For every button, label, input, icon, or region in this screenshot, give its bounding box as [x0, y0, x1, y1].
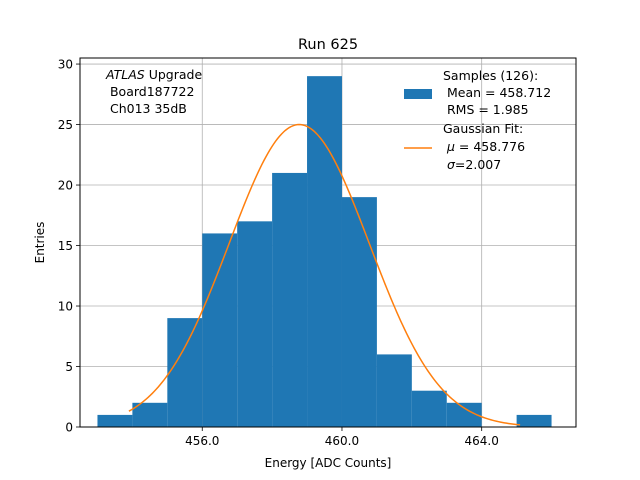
atlas-upgrade: Upgrade [145, 67, 203, 82]
y-tick-label-2: 10 [58, 300, 73, 314]
legend: Samples (126): Mean = 458.712 RMS = 1.98… [404, 68, 551, 172]
histogram-bars [97, 76, 552, 428]
legend-samples-title: Samples (126): [443, 68, 538, 83]
histogram-bar-7 [341, 197, 377, 427]
gaussian-fit-curve [128, 123, 521, 426]
legend-fit-sigma: σ=2.007 [443, 157, 501, 172]
histogram-bar-4 [237, 221, 273, 427]
chart-title: Run 625 [298, 37, 358, 53]
y-tick-label-4: 20 [58, 179, 73, 193]
y-tick-label-3: 15 [58, 239, 73, 253]
legend-samples-mean: Mean = 458.712 [443, 85, 551, 100]
histogram-bar-0 [97, 414, 133, 427]
histogram-bar-12 [516, 414, 552, 427]
plot-frame [79, 57, 577, 428]
histogram-bar-1 [132, 402, 168, 427]
x-tick-label-2: 464.0 [465, 434, 499, 448]
legend-samples-swatch [404, 89, 432, 99]
histogram-bar-8 [376, 354, 412, 427]
board-label: Board187722 [106, 84, 194, 99]
x-tick-label-0: 456.0 [185, 434, 219, 448]
axis-ticks: 456.0 460.0 464.0 0 5 10 15 20 25 30 [58, 58, 499, 448]
y-tick-label-0: 0 [65, 421, 73, 435]
atlas-italic: ATLAS [105, 67, 145, 82]
legend-fit-title: Gaussian Fit: [443, 121, 523, 136]
fit-curve-line [128, 123, 521, 426]
x-tick-label-1: 460.0 [325, 434, 359, 448]
histogram-bar-2 [167, 318, 203, 427]
y-tick-label-6: 30 [58, 58, 73, 72]
sigma-symbol: σ [447, 157, 456, 172]
histogram-bar-9 [411, 390, 447, 427]
legend-fit-mu: μ = 458.776 [443, 139, 525, 154]
y-tick-label-1: 5 [65, 360, 73, 374]
channel-label: Ch013 35dB [106, 101, 187, 116]
atlas-label-line: ATLAS Upgrade [105, 67, 202, 82]
atlas-annotation: ATLAS Upgrade Board187722 Ch013 35dB [105, 67, 202, 116]
mu-value: = 458.776 [455, 139, 525, 154]
histogram-bar-3 [202, 233, 238, 427]
y-tick-label-5: 25 [58, 118, 73, 132]
x-axis-label: Energy [ADC Counts] [265, 456, 392, 470]
histogram-bar-6 [307, 76, 342, 428]
legend-samples-rms: RMS = 1.985 [443, 102, 529, 117]
histogram-bar-5 [272, 172, 308, 427]
mu-symbol: μ [446, 139, 455, 154]
y-axis-label: Entries [33, 222, 47, 264]
sigma-value: =2.007 [455, 157, 501, 172]
